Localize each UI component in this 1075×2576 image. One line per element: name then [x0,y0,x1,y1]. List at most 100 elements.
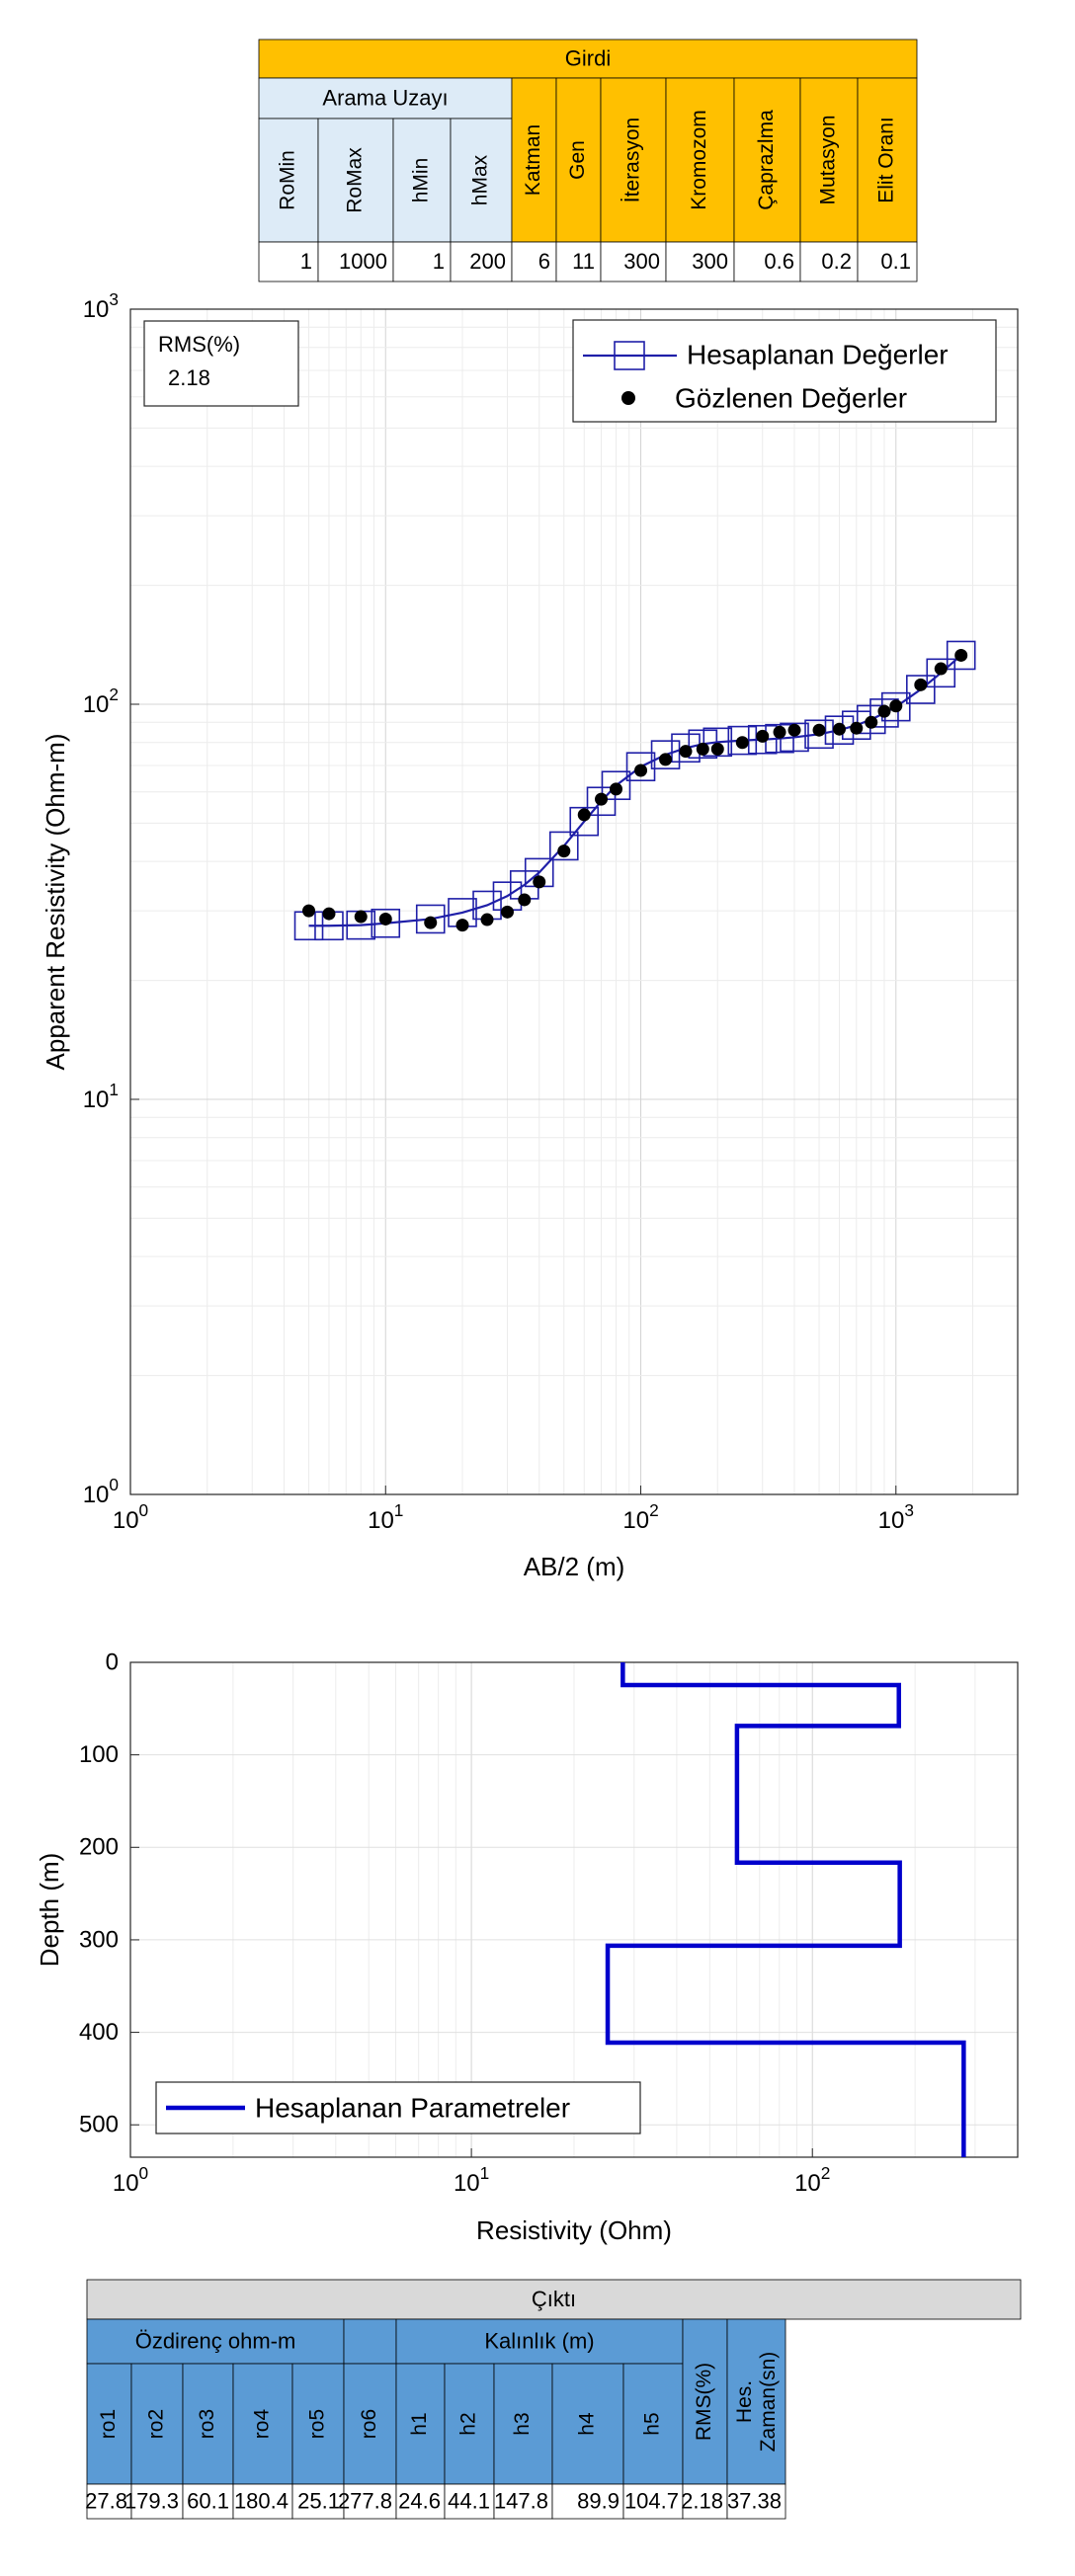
observed-point [865,715,878,729]
observed-point [595,792,609,806]
search-space-group-label: Arama Uzayı [322,85,448,110]
observed-point [302,904,316,918]
calculated-point [727,725,758,756]
input-header-hmax: hMax [469,154,492,205]
output-header-h3: h3 [511,2412,534,2435]
resistivity-group-label: Özdirenç ohm-m [135,2328,296,2353]
observed-point [696,742,709,756]
output-header-ro3: ro3 [196,2409,218,2439]
legend-observed-label: Gözlenen Değerler [675,382,907,413]
input-header-romin: RoMin [277,150,299,210]
output-value: 147.8 [494,2488,548,2513]
y-tick-label: 101 [83,1080,119,1114]
x-tick-label: 100 [113,1500,148,1535]
input-header-kromozom: Kromozom [688,110,710,210]
input-header-cell [258,118,319,243]
output-header-ro5: ro5 [306,2409,329,2439]
calculated-point [625,752,656,782]
output-header-cell [395,2363,446,2485]
observed-point [914,678,928,691]
output-header-ro4: ro4 [251,2409,274,2440]
output-header-time-line2: Zaman(sn) [757,2352,780,2453]
x-axis-label: Resistivity (Ohm) [476,2215,672,2245]
y-tick-label: 102 [83,684,119,719]
input-value-cell [258,241,319,282]
y-tick-label: 103 [83,289,119,324]
legend-calculated-marker [614,341,645,370]
input-header-katman: Katman [522,124,544,196]
observed-point [500,905,514,919]
input-header-hmin: hMin [410,158,433,203]
output-header-time-line1: Hes. [733,2380,756,2423]
x-tick-label: 102 [794,2163,830,2198]
input-value: 6 [538,249,550,274]
ro6-group-cell [343,2318,397,2365]
calculated-point [747,724,778,755]
input-value-cell [665,241,735,282]
output-value: 27.8 [85,2488,127,2513]
observed-point [455,919,469,932]
observed-point [773,725,786,739]
input-value-cell [555,241,602,282]
y-tick-label: 500 [79,2112,119,2138]
output-value: 44.1 [448,2488,490,2513]
resistivity-model-line [605,1662,966,2157]
input-value: 1 [433,249,445,274]
plot-frame [129,1661,1019,2158]
output-value-cell [395,2483,446,2520]
input-table-title: Girdi [565,45,611,70]
input-value-cell [799,241,859,282]
input-value: 200 [469,249,506,274]
calculated-point [569,806,600,837]
depth-resistivity-chart: 100 101 102 0 100 200 300 400 500 Resistivity (Oh… [35,1649,1019,2245]
legend-label: Hesaplanan Parametreler [255,2092,570,2123]
plot-area [130,309,1018,1494]
output-header-cell [130,2363,184,2485]
observed-point [322,907,336,921]
plot-frame [129,308,1019,1495]
input-value-cell [857,241,918,282]
input-header-mutasyon: Mutasyon [817,115,840,204]
calculated-point [601,770,631,801]
observed-point [934,662,948,676]
observed-point [424,916,438,929]
output-header-h2: h2 [457,2412,480,2435]
resistivity-group-cell [86,2318,345,2365]
input-header-çaprazlma: Çaprazlma [755,110,778,210]
output-header-ro6: ro6 [358,2409,380,2439]
input-header-cell [555,77,602,243]
output-value-cell [682,2483,728,2520]
input-value-cell [450,241,513,282]
output-value: 180.4 [234,2488,289,2513]
output-header-h5: h5 [641,2412,664,2435]
output-header-cell [86,2363,132,2485]
output-header-cell [182,2363,234,2485]
calculated-point [703,727,733,758]
legend-observed-marker [621,391,635,405]
output-value: 25.1 [297,2488,340,2513]
observed-point [577,808,591,822]
apparent-resistivity-chart: 100 101 102 103 100 101 102 103 AB/2 (m) Apparent… [41,289,1019,1581]
y-tick-label: 400 [79,2019,119,2046]
output-table-title: Çıktı [532,2287,576,2311]
observed-point [518,893,532,907]
rms-label: RMS(%) [158,332,240,357]
output-value-cell [182,2483,234,2520]
input-value-cell [733,241,801,282]
y-tick-label: 0 [106,1649,119,1675]
output-value: 89.9 [577,2488,620,2513]
input-header-gen: Gen [566,140,589,180]
y-tick-label: 100 [83,1475,119,1509]
input-value-cell [600,241,667,282]
observed-point [812,723,826,737]
output-value-cell [622,2483,684,2520]
input-value: 300 [692,249,728,274]
observed-point [850,721,864,735]
input-value: 300 [623,249,660,274]
output-header-cell [493,2363,553,2485]
output-table: Çıktı Özdirenç ohm-m Kalınlık (m) ro1 ro2 ro3… [85,2279,1022,2520]
observed-point [378,912,392,926]
calculated-point [650,740,681,769]
input-table: Girdi Arama Uzayı RoMin RoMax hMin hMax Katman… [258,39,918,282]
